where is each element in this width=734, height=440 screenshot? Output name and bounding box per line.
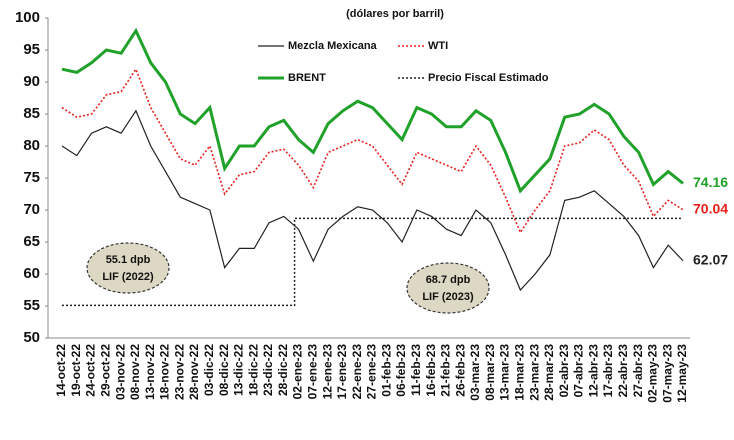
legend-label: BRENT [288, 72, 326, 84]
x-tick-label: 13-dic-22 [232, 344, 246, 396]
x-tick-label: 28-mar-23 [542, 344, 556, 401]
x-tick-label: 13-nov-22 [143, 344, 157, 400]
end-label: 62.07 [693, 251, 728, 267]
series-line [61, 27, 684, 194]
x-tick-label: 02-abr-23 [557, 344, 571, 398]
legend-label: WTI [428, 40, 448, 52]
chart-subtitle: (dólares por barril) [346, 8, 444, 20]
x-tick-label: 23-mar-23 [527, 344, 541, 401]
y-tick-label: 95 [23, 41, 40, 58]
series-line [61, 67, 684, 235]
x-tick-label: 07-may-23 [660, 344, 674, 403]
x-tick-label: 11-feb-23 [409, 344, 423, 396]
x-tick-label: 01-feb-23 [379, 344, 393, 397]
end-label: 74.16 [693, 174, 728, 190]
y-tick-label: 70 [23, 201, 40, 218]
x-tick-label: 19-oct-22 [69, 344, 83, 397]
x-tick-label: 08-mar-23 [483, 344, 497, 401]
x-tick-label: 16-feb-23 [424, 344, 438, 397]
y-tick-label: 100 [15, 9, 40, 26]
annotation-text: 68.7 dpb [426, 274, 471, 286]
x-tick-label: 03-dic-22 [202, 344, 216, 396]
y-tick-label: 55 [23, 297, 40, 314]
x-tick-label: 28-nov-22 [187, 344, 201, 400]
x-tick-label: 02-may-23 [646, 344, 660, 403]
x-tick-label: 12-abr-23 [586, 344, 600, 398]
x-tick-label: 28-dic-22 [276, 344, 290, 396]
x-tick-label: 14-oct-22 [54, 344, 68, 397]
y-tick-label: 50 [23, 329, 40, 346]
y-tick-label: 85 [23, 105, 40, 122]
x-tick-label: 17-ene-23 [335, 344, 349, 400]
annotation-text: LIF (2023) [422, 291, 474, 303]
x-tick-label: 21-feb-23 [439, 344, 453, 397]
x-tick-label: 08-dic-22 [217, 344, 231, 396]
x-tick-label: 27-ene-23 [365, 344, 379, 400]
x-tick-label: 29-oct-22 [99, 344, 113, 397]
x-tick-label: 12-may-23 [675, 344, 689, 403]
end-label: 70.04 [693, 200, 728, 216]
x-tick-label: 08-nov-22 [128, 344, 142, 400]
x-tick-label: 07-abr-23 [572, 344, 586, 398]
x-tick-label: 17-abr-23 [601, 344, 615, 398]
x-tick-label: 06-feb-23 [394, 344, 408, 397]
series-line [62, 217, 683, 307]
x-tick-label: 18-mar-23 [513, 344, 527, 401]
y-tick-label: 65 [23, 233, 40, 250]
x-tick-label: 03-nov-22 [113, 344, 127, 400]
x-tick-label: 02-ene-23 [291, 344, 305, 400]
x-tick-label: 22-abr-23 [616, 344, 630, 398]
x-tick-label: 23-dic-22 [261, 344, 275, 396]
annotation-text: LIF (2022) [102, 271, 154, 283]
x-tick-label: 27-abr-23 [631, 344, 645, 398]
x-tick-label: 07-ene-23 [306, 344, 320, 400]
y-tick-label: 60 [23, 265, 40, 282]
annotation-text: 55.1 dpb [106, 254, 151, 266]
x-tick-label: 18-dic-22 [246, 344, 260, 396]
annotation-bubble [406, 262, 490, 314]
x-tick-label: 18-nov-22 [158, 344, 172, 400]
x-tick-label: 23-nov-22 [172, 344, 186, 400]
legend-label: Mezcla Mexicana [288, 40, 378, 52]
annotation-bubble [86, 242, 170, 294]
x-tick-label: 22-ene-23 [350, 344, 364, 400]
series-line [61, 109, 684, 292]
x-tick-label: 13-mar-23 [498, 344, 512, 401]
y-tick-label: 90 [23, 73, 40, 90]
x-tick-label: 12-ene-23 [320, 344, 334, 400]
x-tick-label: 24-oct-22 [84, 344, 98, 397]
legend-label: Precio Fiscal Estimado [428, 72, 549, 84]
x-tick-label: 03-mar-23 [468, 344, 482, 401]
y-tick-label: 75 [23, 169, 40, 186]
x-tick-label: 26-feb-23 [453, 344, 467, 397]
y-tick-label: 80 [23, 137, 40, 154]
